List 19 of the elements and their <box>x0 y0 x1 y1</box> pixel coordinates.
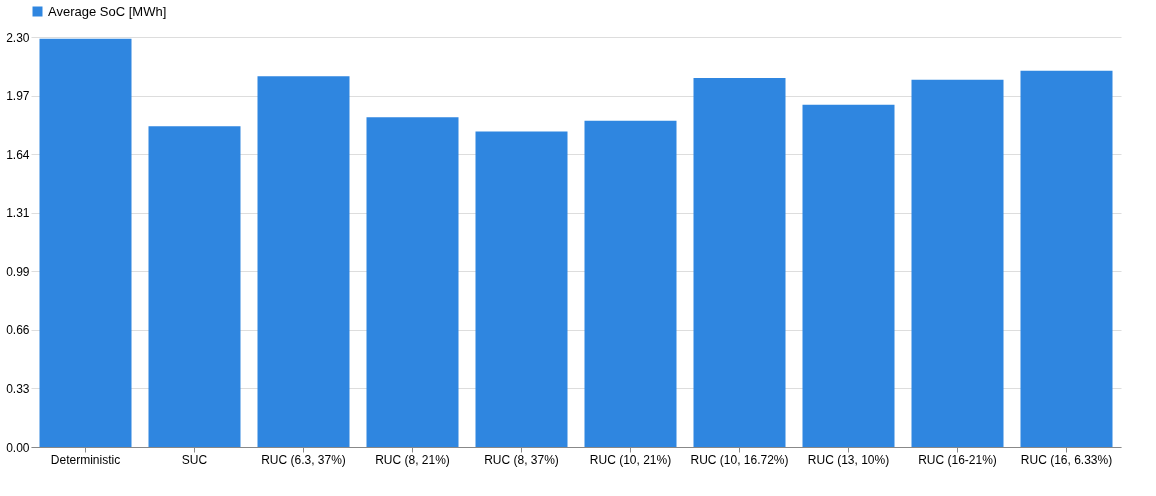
y-tick-label: 1.64 <box>6 147 30 162</box>
y-tick-label: 0.33 <box>6 381 30 396</box>
x-tick-label: RUC (6.3, 37%) <box>261 452 346 467</box>
x-tick-label: RUC (16-21%) <box>918 452 997 467</box>
x-tick-label: Deterministic <box>50 452 121 467</box>
y-tick-label: 0.99 <box>6 264 30 279</box>
y-tick-label: 1.31 <box>6 206 30 221</box>
x-tick-label: RUC (13, 10%) <box>807 452 890 467</box>
y-tick-label: 1.97 <box>6 89 30 104</box>
x-tick-label: RUC (8, 37%) <box>484 452 559 467</box>
y-tick-label: 2.30 <box>6 30 30 45</box>
x-tick-label: SUC <box>181 452 208 467</box>
x-tick-label: RUC (10, 16.72%) <box>690 452 789 467</box>
legend-label: Average SoC [MWh] <box>48 3 167 19</box>
y-tick-label: 0.00 <box>6 440 30 455</box>
y-tick-label: 0.66 <box>6 323 30 338</box>
x-tick-label: RUC (8, 21%) <box>375 452 450 467</box>
x-tick-label: RUC (16, 6.33%) <box>1020 452 1113 467</box>
x-tick-label: RUC (10, 21%) <box>589 452 672 467</box>
